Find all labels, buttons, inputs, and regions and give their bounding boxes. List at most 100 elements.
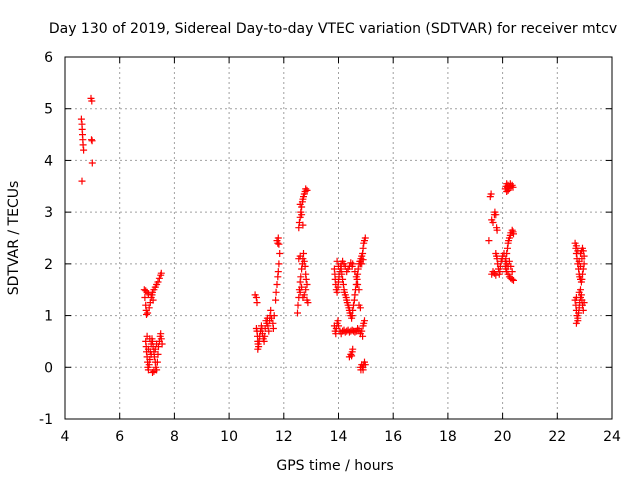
y-tick-label: 1 <box>44 309 53 325</box>
x-axis-tick-labels: 4 6 8 10 12 14 16 18 20 22 24 <box>61 429 621 445</box>
data-point <box>253 299 261 307</box>
data-point <box>338 270 346 278</box>
data-point <box>296 288 304 296</box>
data-point <box>304 299 312 307</box>
data-point <box>274 234 282 242</box>
data-point <box>303 281 311 288</box>
data-point <box>264 322 272 330</box>
data-point <box>510 276 517 284</box>
data-point <box>580 252 588 260</box>
data-point <box>147 350 155 358</box>
data-point <box>154 278 162 286</box>
data-point <box>572 242 580 250</box>
data-point <box>347 259 355 267</box>
data-point <box>273 281 281 288</box>
y-tick-label: 3 <box>44 205 53 221</box>
data-point <box>510 230 517 238</box>
data-point <box>302 185 310 193</box>
data-point <box>339 275 347 283</box>
data-point <box>150 367 158 375</box>
data-point <box>492 271 500 279</box>
data-point <box>333 288 341 296</box>
data-point <box>276 250 284 257</box>
data-point <box>577 286 584 294</box>
data-point <box>145 304 153 312</box>
x-tick-label: 22 <box>548 429 566 445</box>
data-point <box>335 262 342 270</box>
data-point <box>275 240 283 248</box>
y-tick-label: 5 <box>44 102 53 118</box>
data-point <box>265 327 273 335</box>
data-point <box>508 268 516 276</box>
data-point <box>504 186 512 194</box>
x-tick-label: 18 <box>439 429 457 445</box>
data-point <box>146 356 154 363</box>
data-point <box>349 306 357 314</box>
data-point <box>141 294 149 301</box>
x-tick-label: 14 <box>330 429 348 445</box>
data-point <box>144 290 152 298</box>
data-point <box>261 332 269 340</box>
data-point <box>78 177 86 185</box>
y-tick-label: 2 <box>44 257 53 273</box>
data-point <box>348 352 356 360</box>
data-point <box>302 275 310 283</box>
data-point <box>144 345 152 353</box>
data-point <box>275 260 283 268</box>
data-point <box>572 294 580 301</box>
data-point <box>574 247 582 255</box>
data-point <box>335 322 342 330</box>
chart-title: Day 130 of 2019, Sidereal Day-to-day VTE… <box>49 21 617 37</box>
data-point <box>88 97 96 105</box>
axis-ticks <box>64 56 613 420</box>
y-tick-label: 4 <box>44 153 53 169</box>
x-tick-label: 12 <box>275 429 293 445</box>
data-point <box>298 283 306 291</box>
data-point <box>359 256 367 264</box>
data-point <box>149 369 156 376</box>
data-point <box>361 234 369 242</box>
y-axis-tick-labels: -1 0 1 2 3 4 5 6 <box>39 50 53 428</box>
data-point <box>303 186 311 194</box>
data-point <box>343 268 351 276</box>
data-point <box>270 312 278 320</box>
data-point <box>274 268 282 276</box>
data-point <box>485 237 493 245</box>
data-point <box>80 146 88 154</box>
data-point <box>299 221 307 229</box>
data-point <box>143 311 150 318</box>
data-points <box>77 94 588 376</box>
data-point <box>88 137 96 145</box>
data-point <box>359 332 367 340</box>
data-point <box>503 250 511 257</box>
data-point <box>508 275 516 283</box>
data-point <box>154 350 162 358</box>
data-point <box>505 257 513 265</box>
data-point <box>579 306 587 314</box>
data-point <box>492 211 500 219</box>
data-point <box>351 328 359 336</box>
data-point <box>294 309 301 317</box>
data-point <box>267 306 275 314</box>
data-point <box>157 335 165 343</box>
x-axis-label: GPS time / hours <box>276 458 393 474</box>
data-point <box>354 325 362 332</box>
data-point <box>144 309 152 317</box>
data-point <box>580 299 588 307</box>
data-point <box>351 268 359 276</box>
data-point <box>489 268 497 276</box>
x-tick-label: 10 <box>220 429 238 445</box>
data-point <box>503 188 511 195</box>
data-point <box>151 345 159 353</box>
data-point <box>272 288 280 296</box>
x-tick-label: 24 <box>603 429 621 445</box>
x-tick-label: 20 <box>494 429 512 445</box>
x-tick-label: 16 <box>384 429 402 445</box>
data-point <box>509 183 517 191</box>
data-point <box>300 291 308 299</box>
data-point <box>148 291 156 299</box>
data-point <box>269 325 277 332</box>
data-point <box>294 301 302 309</box>
data-point <box>153 358 161 366</box>
